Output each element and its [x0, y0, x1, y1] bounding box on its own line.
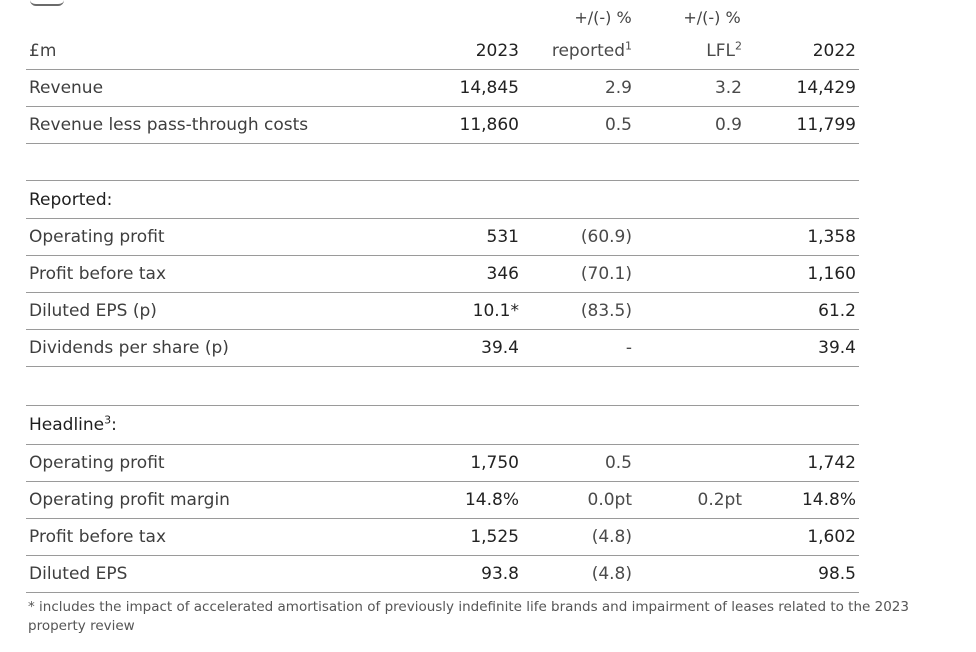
divider: [26, 366, 859, 367]
value-reported: (83.5): [580, 301, 632, 321]
value-2022: 14.8%: [801, 490, 856, 510]
row-label: Operating profit margin: [29, 490, 230, 510]
row-label: Revenue less pass-through costs: [29, 115, 309, 135]
value-lfl: 0.2pt: [697, 490, 743, 510]
value-2023: 14,845: [459, 78, 519, 98]
row-label: Operating profit: [29, 453, 165, 473]
value-2023: 39.4: [481, 338, 519, 358]
value-2023: 1,750: [470, 453, 519, 473]
section-title: Headline3:: [29, 406, 117, 444]
cropped-text-fragment: [30, 0, 64, 6]
row-label: Profit before tax: [29, 527, 167, 547]
value-2022: 1,358: [807, 227, 856, 247]
table-header: £m 2023 reported1 LFL2 2022: [26, 36, 859, 66]
divider: [26, 592, 859, 593]
value-2022: 1,602: [807, 527, 856, 547]
section-title-note: 3: [104, 413, 112, 427]
value-2022: 61.2: [818, 301, 856, 321]
header-reported-label: reported: [551, 41, 625, 61]
value-2023: 1,525: [470, 527, 519, 547]
section-title-text: Headline: [29, 415, 105, 435]
value-reported: 0.0pt: [587, 490, 633, 510]
value-2022: 14,429: [796, 78, 856, 98]
table-row: Diluted EPS 93.8 (4.8) 98.5: [26, 555, 859, 592]
row-label: Operating profit: [29, 227, 165, 247]
header-reported-top: +/(-) %: [574, 8, 632, 27]
header-reported-note: 1: [625, 39, 632, 53]
section-header-reported: Reported:: [26, 180, 859, 217]
value-2023: 14.8%: [464, 490, 519, 510]
value-reported: 0.5: [604, 115, 632, 135]
table-row: Profit before tax 1,525 (4.8) 1,602: [26, 518, 859, 555]
header-lfl: LFL2: [706, 36, 742, 66]
row-label: Revenue: [29, 78, 104, 98]
footnote: * includes the impact of accelerated amo…: [28, 599, 909, 634]
header-2022: 2022: [812, 41, 856, 61]
value-reported: (70.1): [580, 264, 632, 284]
value-2023: 11,860: [459, 115, 519, 135]
value-reported: (4.8): [591, 564, 632, 584]
value-reported: -: [625, 338, 632, 358]
header-unit: £m: [29, 41, 57, 61]
value-2023: 10.1*: [472, 301, 519, 321]
table-row: Revenue less pass-through costs 11,860 0…: [26, 106, 859, 143]
value-reported: (60.9): [580, 227, 632, 247]
table-row: Diluted EPS (p) 10.1* (83.5) 61.2: [26, 292, 859, 329]
section-title-colon: :: [111, 415, 117, 435]
value-reported: 2.9: [604, 78, 632, 98]
table-row: Dividends per share (p) 39.4 - 39.4: [26, 329, 859, 366]
table-row: Operating profit margin 14.8% 0.0pt 0.2p…: [26, 481, 859, 518]
row-label: Profit before tax: [29, 264, 167, 284]
header-lfl-note: 2: [735, 39, 742, 53]
value-2023: 346: [486, 264, 519, 284]
header-lfl-label: LFL: [706, 41, 735, 61]
value-2022: 1,160: [807, 264, 856, 284]
row-label: Diluted EPS: [29, 564, 128, 584]
row-label: Diluted EPS (p): [29, 301, 157, 321]
value-lfl: 3.2: [714, 78, 742, 98]
value-2022: 98.5: [818, 564, 856, 584]
value-reported: (4.8): [591, 527, 632, 547]
header-lfl-top: +/(-) %: [683, 8, 741, 27]
value-2022: 11,799: [796, 115, 856, 135]
table-row: Operating profit 531 (60.9) 1,358: [26, 218, 859, 255]
value-lfl: 0.9: [714, 115, 742, 135]
value-2022: 1,742: [807, 453, 856, 473]
table-row: Operating profit 1,750 0.5 1,742: [26, 444, 859, 481]
value-2023: 93.8: [481, 564, 519, 584]
section-title: Reported:: [29, 190, 113, 210]
divider: [26, 143, 859, 144]
table-row: Revenue 14,845 2.9 3.2 14,429: [26, 69, 859, 106]
table-row: Profit before tax 346 (70.1) 1,160: [26, 255, 859, 292]
value-2023: 531: [486, 227, 519, 247]
row-label: Dividends per share (p): [29, 338, 229, 358]
value-2022: 39.4: [818, 338, 856, 358]
section-header-headline: Headline3:: [26, 405, 859, 442]
header-2023: 2023: [475, 41, 519, 61]
header-reported: reported1: [552, 36, 632, 66]
value-reported: 0.5: [604, 453, 632, 473]
